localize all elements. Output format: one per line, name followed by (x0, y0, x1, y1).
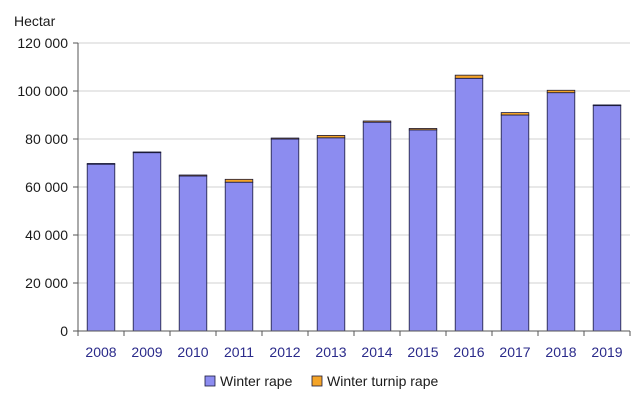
bar-winter-rape (178, 175, 208, 332)
legend-label: Winter rape (220, 373, 293, 389)
bar-winter-rape (362, 121, 392, 332)
bar-winter-turnip-rape (546, 89, 576, 94)
y-tick-label: 80 000 (25, 131, 68, 147)
bar-winter-turnip-rape (454, 74, 484, 79)
legend: Winter rape Winter turnip rape (204, 373, 438, 389)
bar-winter-turnip-rape (408, 128, 438, 131)
x-tick-label: 2010 (177, 344, 208, 360)
bar-winter-rape (592, 105, 622, 332)
bar-winter-rape (546, 92, 576, 332)
bar-winter-rape (316, 137, 346, 332)
bar-winter-turnip-rape (178, 174, 208, 177)
x-tick-label: 2012 (269, 344, 300, 360)
x-tick-label: 2013 (315, 344, 346, 360)
bar-winter-turnip-rape (86, 163, 116, 165)
x-tick-label: 2017 (499, 344, 530, 360)
y-tick-label: 60 000 (25, 179, 68, 195)
bars (86, 74, 622, 332)
legend-label: Winter turnip rape (327, 373, 438, 389)
y-axis-unit-label: Hectar (14, 13, 56, 29)
x-tick-label: 2019 (591, 344, 622, 360)
legend-swatch (311, 375, 323, 387)
bar-winter-turnip-rape (224, 178, 254, 183)
bar-winter-rape (86, 163, 116, 332)
y-tick-label: 120 000 (17, 35, 68, 51)
gridlines (78, 42, 630, 284)
bar-winter-rape (270, 138, 300, 332)
x-tick-label: 2008 (85, 344, 116, 360)
x-tick-label: 2009 (131, 344, 162, 360)
bar-winter-turnip-rape (132, 151, 162, 154)
x-tick-label: 2018 (545, 344, 576, 360)
x-axis-ticks: 2008 2009 2010 2011 2012 2013 2014 2015 2016 2017… (77, 331, 631, 360)
y-tick-label: 40 000 (25, 227, 68, 243)
y-tick-label: 20 000 (25, 275, 68, 291)
y-tick-label: 0 (60, 323, 68, 339)
x-tick-label: 2015 (407, 344, 438, 360)
bar-winter-rape (500, 114, 530, 332)
y-axis-ticks: 0 20 000 40 000 60 000 80 000 100 000 120 000 (17, 35, 78, 339)
bar-winter-turnip-rape (316, 134, 346, 139)
bar-winter-rape (408, 129, 438, 332)
x-tick-label: 2014 (361, 344, 392, 360)
legend-swatch (204, 375, 216, 387)
x-tick-label: 2016 (453, 344, 484, 360)
bar-winter-turnip-rape (592, 104, 622, 107)
bar-winter-rape (454, 77, 484, 332)
bar-winter-turnip-rape (270, 137, 300, 140)
bar-winter-turnip-rape (500, 112, 530, 116)
y-tick-label: 100 000 (17, 83, 68, 99)
bar-winter-rape (224, 181, 254, 332)
bar-winter-turnip-rape (362, 120, 392, 123)
bar-winter-rape (132, 152, 162, 332)
x-tick-label: 2011 (224, 344, 254, 360)
